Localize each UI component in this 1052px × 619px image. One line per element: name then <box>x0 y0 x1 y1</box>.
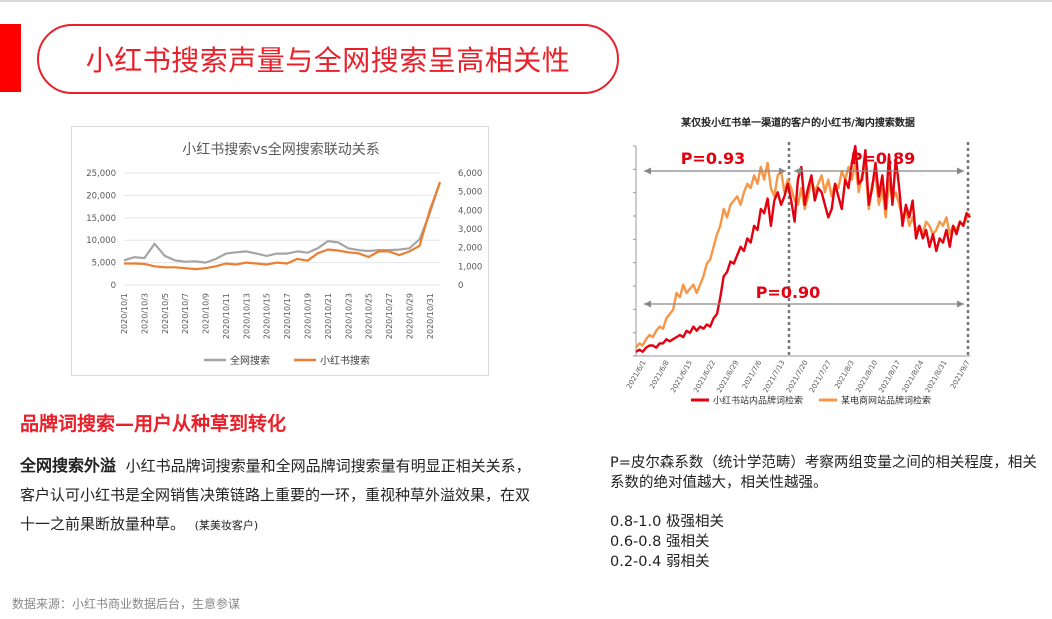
chart1-x-tick: 2020/10/7 <box>181 293 190 334</box>
chart1-x-tick: 2020/10/27 <box>385 293 394 339</box>
chart1-y-tick: 10,000 <box>86 236 116 246</box>
chart2-arrowhead-right <box>779 167 786 175</box>
chart1-x-tick: 2020/10/3 <box>140 293 149 334</box>
chart2-x-tick: 2021/6/22 <box>692 359 717 394</box>
chart1-y2-tick: 4,000 <box>458 206 482 216</box>
chart1-x-tick: 2020/10/25 <box>365 293 374 339</box>
chart1-y-tick: 15,000 <box>86 214 116 224</box>
chart-xhs-vs-web: 小红书搜索vs全网搜索联动关系 0 5,000 10,000 15,000 20,000 2… <box>71 126 489 376</box>
chart2-x-tick: 2021/9/7 <box>949 359 972 390</box>
chart1-title: 小红书搜索vs全网搜索联动关系 <box>182 141 380 158</box>
chart-single-channel: 某仅投小红书单一渠道的客户的小红书/淘内搜索数据 2021/6/1 2021/6/8… <box>625 116 972 407</box>
chart1-x-tick: 2020/10/17 <box>283 293 292 339</box>
chart1-y2-tick: 1,000 <box>458 262 482 272</box>
red-accent-bar <box>0 24 21 92</box>
chart1-legend-label: 小红书搜索 <box>320 354 370 367</box>
chart2-title: 某仅投小红书单一渠道的客户的小红书/淘内搜索数据 <box>681 116 915 129</box>
chart2-x-tick: 2021/8/10 <box>854 359 879 394</box>
chart2-x-tick: 2021/7/20 <box>785 359 810 394</box>
chart1-x-tick: 2020/10/31 <box>426 293 435 339</box>
pearson-definition: P=皮尔森系数（统计学范畴）考察两组变量之间的相关程度，相关系数的绝对值越大，相… <box>610 455 1037 491</box>
pearson-level-weak: 0.2-0.4 弱相关 <box>610 554 710 570</box>
page-title: 小红书搜索声量与全网搜索呈高相关性 <box>85 44 571 77</box>
chart2-x-tick: 2021/8/24 <box>901 359 926 395</box>
spacer <box>610 493 1050 512</box>
para-body: 小红书品牌词搜索量和全网品牌词搜索量有明显正相关关系，客户认可小红书是全网销售决… <box>20 457 531 533</box>
chart2-x-tick: 2021/7/6 <box>741 359 764 391</box>
chart2-pearson-annotation: P=0.90 <box>756 283 821 302</box>
chart2-arrowhead-right <box>957 167 964 175</box>
chart1-series-line-0 <box>123 181 442 264</box>
chart2-x-tick: 2021/6/8 <box>648 359 671 390</box>
chart2-x-tick: 2021/8/31 <box>924 359 949 394</box>
chart1-y-tick: 0 <box>111 281 116 291</box>
chart1-x-tick: 2020/10/15 <box>263 293 272 339</box>
chart2-pearson-annotation: P=0.93 <box>681 149 746 168</box>
chart2-x-tick: 2021/6/15 <box>669 359 694 394</box>
chart1-x-tick: 2020/10/19 <box>303 293 312 339</box>
chart1-x-tick: 2020/10/13 <box>242 293 251 339</box>
chart1-y2-tick: 5,000 <box>458 188 482 198</box>
chart1-x-tick: 2020/10/21 <box>324 293 333 339</box>
chart2-series-line <box>635 144 971 354</box>
chart2-x-tick: 2021/6/1 <box>625 359 648 390</box>
title-banner: 小红书搜索声量与全网搜索呈高相关性 <box>37 24 619 94</box>
chart2-pearson-annotation: P=0.89 <box>851 149 916 168</box>
data-source: 数据来源：小红书商业数据后台，生意参谋 <box>12 597 241 611</box>
chart1-svg: 小红书搜索vs全网搜索联动关系 0 5,000 10,000 15,000 20,000 2… <box>86 141 482 367</box>
chart1-y-tick: 20,000 <box>86 191 116 201</box>
top-divider <box>0 0 1052 2</box>
chart1-y2-tick: 6,000 <box>458 169 482 179</box>
chart1-x-tick: 2020/10/9 <box>202 293 211 334</box>
chart1-legend-label: 全网搜索 <box>230 354 270 367</box>
chart2-arrowhead-left <box>644 167 651 175</box>
para-note: (某美妆客户) <box>194 519 259 532</box>
chart2-arrowhead-left <box>644 300 651 308</box>
chart2-arrowhead-right <box>957 300 964 308</box>
chart1-x-tick: 2020/10/11 <box>222 293 231 339</box>
chart2-legend-label: 某电商网站品牌词检索 <box>841 395 931 407</box>
chart2-arrowhead-left <box>794 167 801 175</box>
chart2-x-tick: 2021/7/13 <box>762 359 787 394</box>
chart1-y-tick: 25,000 <box>86 169 116 179</box>
description-paragraph: 全网搜索外溢 小红书品牌词搜索量和全网品牌词搜索量有明显正相关关系，客户认可小红… <box>20 451 540 540</box>
chart1-x-tick: 2020/10/23 <box>344 293 353 339</box>
chart1-y-tick: 5,000 <box>92 259 116 269</box>
chart1-x-tick: 2020/10/1 <box>120 293 129 334</box>
chart1-y2-tick: 0 <box>458 281 463 291</box>
chart2-legend-label: 小红书站内品牌词检索 <box>713 395 803 407</box>
pearson-explanation: P=皮尔森系数（统计学范畴）考察两组变量之间的相关程度，相关系数的绝对值越大，相… <box>610 453 1050 572</box>
chart1-x-tick: 2020/10/5 <box>161 293 170 334</box>
chart1-y2-tick: 3,000 <box>458 225 482 235</box>
chart1-y2-tick: 2,000 <box>458 244 482 254</box>
chart1-series-line-1 <box>124 181 442 271</box>
chart1-x-tick: 2020/10/29 <box>405 293 414 339</box>
pearson-level-strongest: 0.8-1.0 极强相关 <box>610 514 724 530</box>
chart2-x-tick: 2021/8/17 <box>877 359 902 394</box>
chart2-x-tick: 2021/7/27 <box>808 359 833 394</box>
chart2-x-tick: 2021/6/29 <box>715 359 740 394</box>
section-heading: 品牌词搜索—用户从种草到转化 <box>20 413 287 435</box>
para-bold-lead: 全网搜索外溢 <box>20 456 117 475</box>
pearson-level-strong: 0.6-0.8 强相关 <box>610 534 710 550</box>
chart2-x-tick: 2021/8/3 <box>833 359 856 390</box>
